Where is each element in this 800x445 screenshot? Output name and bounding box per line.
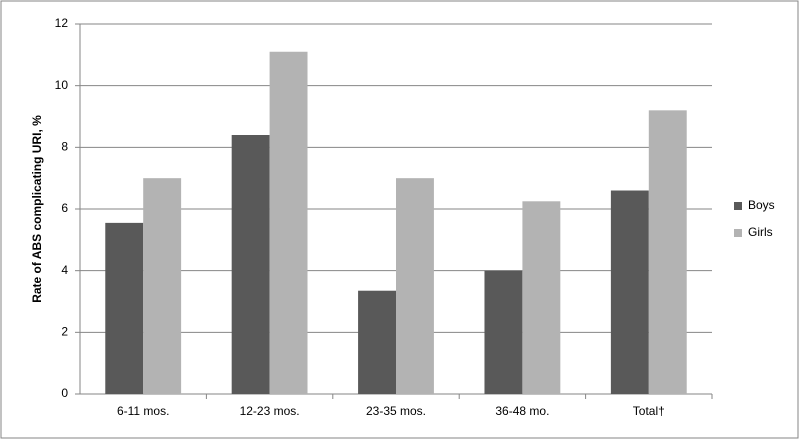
y-tick-label: 6	[61, 201, 68, 215]
bar	[484, 270, 523, 394]
legend-swatch	[734, 202, 742, 210]
bar	[358, 290, 396, 394]
x-tick-label: 36-48 mo.	[495, 404, 549, 418]
bar	[269, 51, 308, 394]
y-tick-label: 2	[61, 325, 68, 339]
bar	[143, 178, 182, 394]
bar	[231, 135, 270, 394]
bar	[610, 190, 649, 394]
y-tick-label: 4	[61, 263, 68, 277]
y-tick-label: 12	[55, 16, 69, 30]
x-tick-label: Total†	[633, 404, 665, 418]
x-tick-label: 12-23 mos.	[240, 404, 300, 418]
legend-swatch	[734, 229, 742, 237]
legend-label: Boys	[748, 198, 775, 212]
bar	[648, 110, 687, 394]
y-tick-label: 0	[61, 386, 68, 400]
x-tick-label: 6-11 mos.	[117, 404, 169, 418]
y-tick-label: 8	[61, 140, 68, 154]
y-axis-label: Rate of ABS complicating URI, %	[30, 115, 44, 303]
bar	[396, 178, 434, 394]
legend-label: Girls	[748, 225, 773, 239]
x-tick-label: 23-35 mos.	[366, 404, 426, 418]
y-tick-label: 10	[55, 78, 69, 92]
bar	[522, 201, 561, 394]
bar	[105, 222, 144, 394]
